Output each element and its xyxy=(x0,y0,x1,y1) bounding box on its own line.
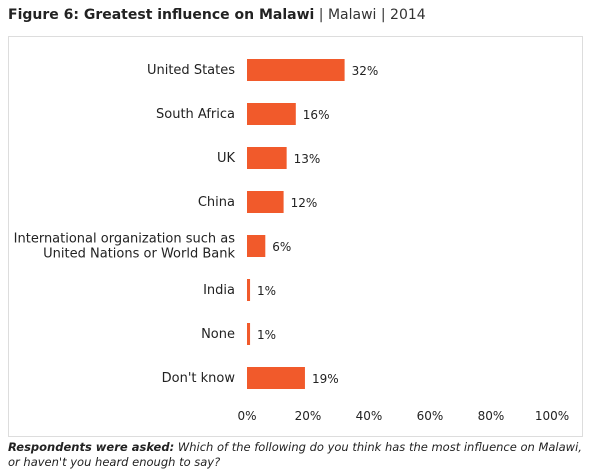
country: Malawi xyxy=(327,7,377,23)
category-label: United States xyxy=(147,63,235,78)
category-label: None xyxy=(201,327,235,342)
bar xyxy=(247,103,296,125)
figure-title: Figure 6: Greatest influence on Malawi |… xyxy=(8,7,426,23)
category-label: International organization such as xyxy=(14,232,236,247)
category-label: United Nations or World Bank xyxy=(43,247,235,262)
category-label: UK xyxy=(217,151,236,166)
x-tick-label: 60% xyxy=(417,409,444,423)
value-label: 32% xyxy=(352,64,379,78)
x-tick-label: 80% xyxy=(478,409,505,423)
value-label: 1% xyxy=(257,284,276,298)
value-label: 12% xyxy=(291,196,318,210)
sep: | xyxy=(380,7,386,23)
category-label: South Africa xyxy=(156,107,235,122)
bar xyxy=(247,235,266,257)
bar xyxy=(247,191,284,213)
chart-frame xyxy=(8,36,583,437)
value-label: 16% xyxy=(303,108,330,122)
category-label: Don't know xyxy=(162,371,236,386)
bar xyxy=(247,279,251,301)
category-label: India xyxy=(203,283,235,298)
value-label: 6% xyxy=(272,240,291,254)
x-tick-label: 40% xyxy=(356,409,383,423)
value-label: 1% xyxy=(257,328,276,342)
category-label: China xyxy=(198,195,235,210)
x-tick-label: 100% xyxy=(535,409,569,423)
year: 2014 xyxy=(390,7,426,23)
value-label: 13% xyxy=(294,152,321,166)
title-text: Figure 6: Greatest influence on Malawi xyxy=(8,7,315,23)
bar xyxy=(247,367,305,389)
sep: | xyxy=(318,7,324,23)
bar xyxy=(247,59,345,81)
x-tick-label: 0% xyxy=(237,409,256,423)
bar xyxy=(247,323,251,345)
x-tick-label: 20% xyxy=(295,409,322,423)
footnote: Respondents were asked: Which of the fol… xyxy=(8,440,593,470)
footnote-label: Respondents were asked: xyxy=(8,440,175,454)
footnote-text: Which of the following do you think has … xyxy=(8,440,582,469)
bar xyxy=(247,147,287,169)
value-label: 19% xyxy=(312,372,339,386)
